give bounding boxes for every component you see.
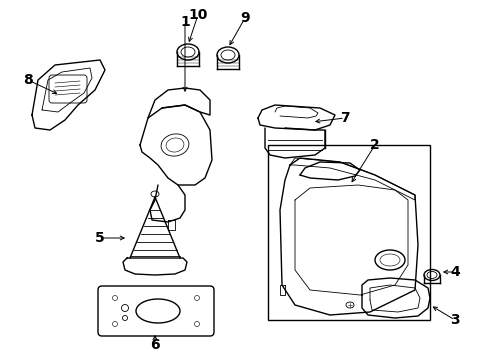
Bar [268,145,430,320]
Text: 4: 4 [450,265,460,279]
Text: 6: 6 [150,338,160,352]
Text: 2: 2 [370,138,380,152]
Text: 9: 9 [240,11,250,25]
Text: 3: 3 [450,313,460,327]
Text: 7: 7 [340,111,350,125]
Text: 1: 1 [180,15,190,29]
Text: 5: 5 [95,231,105,245]
Text: 8: 8 [23,73,33,87]
Text: 10: 10 [188,8,208,22]
